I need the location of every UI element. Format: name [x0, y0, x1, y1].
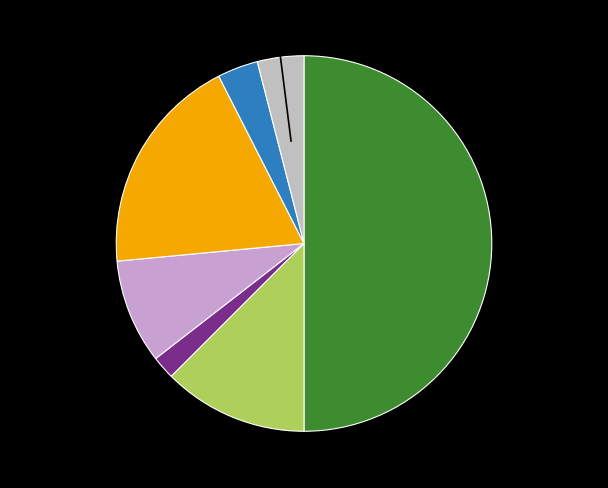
Wedge shape	[156, 244, 304, 377]
Wedge shape	[219, 62, 304, 244]
Wedge shape	[116, 77, 304, 262]
Wedge shape	[257, 57, 304, 244]
Wedge shape	[171, 244, 304, 431]
Wedge shape	[304, 57, 492, 431]
Wedge shape	[117, 244, 304, 359]
